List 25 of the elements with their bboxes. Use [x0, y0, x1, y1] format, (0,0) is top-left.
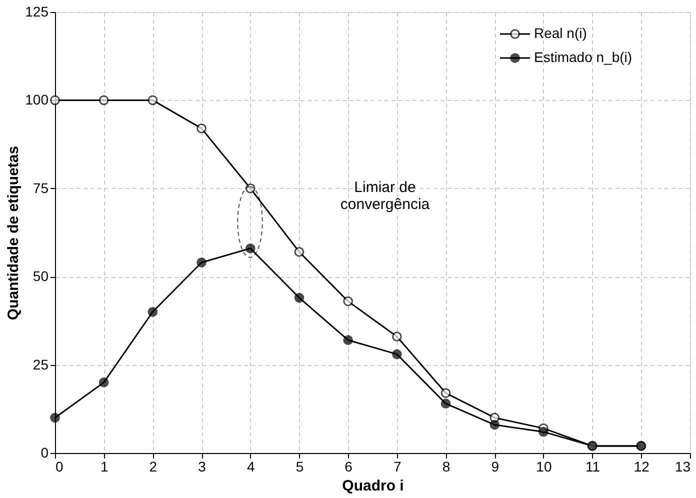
legend-label: Estimado n_b(i) — [534, 49, 632, 65]
x-tick-label: 6 — [344, 458, 353, 474]
x-tick-label: 12 — [634, 458, 650, 474]
x-tick-label: 8 — [442, 458, 450, 474]
x-tick-label: 0 — [56, 458, 64, 474]
x-tick-label: 5 — [296, 458, 304, 474]
x-tick-label: 1 — [100, 458, 108, 474]
y-tick-label: 125 — [25, 4, 49, 20]
y-tick-label: 0 — [40, 444, 49, 460]
y-tick-label: 75 — [32, 180, 49, 196]
x-tick-label: 4 — [246, 458, 255, 474]
y-tick-label: 100 — [25, 92, 49, 108]
y-tick-label: 25 — [32, 356, 49, 372]
y-axis-title: Quantidade de etiquetas — [5, 146, 22, 320]
x-tick-label: 2 — [149, 458, 158, 474]
x-tick-label: 13 — [674, 458, 691, 474]
x-tick-label: 10 — [536, 458, 552, 474]
legend-label: Real n(i) — [534, 25, 587, 41]
x-tick-label: 7 — [394, 458, 402, 474]
x-axis-title: Quadro i — [342, 478, 404, 494]
x-tick-label: 9 — [491, 458, 500, 474]
annotation: Limiar de convergência — [340, 179, 430, 213]
y-tick-label: 50 — [32, 268, 49, 284]
x-tick-label: 3 — [198, 458, 206, 474]
x-tick-label: 11 — [586, 458, 600, 474]
